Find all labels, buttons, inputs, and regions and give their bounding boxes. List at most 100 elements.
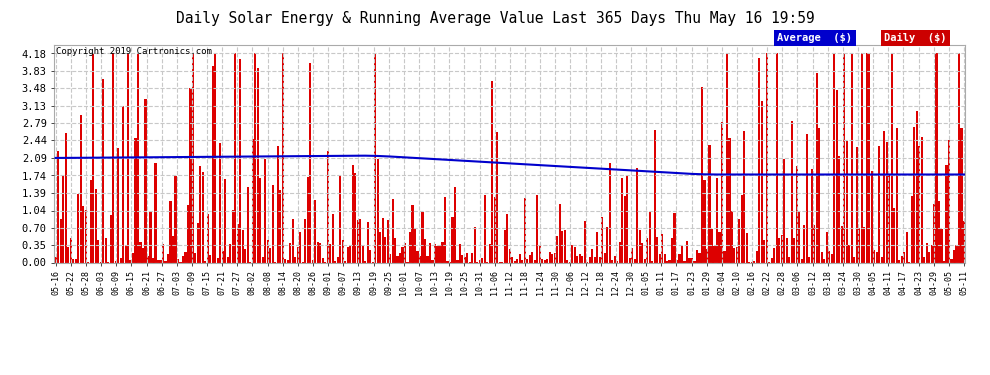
Bar [729,138,731,262]
Bar [437,246,439,262]
Bar [868,54,870,262]
Bar [953,250,955,262]
Bar [312,260,314,262]
Bar [412,206,414,262]
Bar [853,257,855,262]
Bar [342,240,344,262]
Bar [397,256,399,262]
Bar [164,261,166,262]
Bar [821,252,823,262]
Bar [297,246,299,262]
Bar [858,228,860,262]
Bar [427,256,429,262]
Bar [167,254,169,262]
Bar [663,254,665,262]
Bar [888,174,890,262]
Bar [841,226,842,262]
Bar [317,242,319,262]
Bar [806,134,808,262]
Bar [763,240,765,262]
Text: Copyright 2019 Cartronics.com: Copyright 2019 Cartronics.com [56,47,212,56]
Bar [786,238,788,262]
Bar [345,261,346,262]
Bar [172,236,174,262]
Bar [813,225,816,262]
Bar [459,244,461,262]
Bar [322,258,324,262]
Bar [222,251,224,262]
Bar [192,54,194,262]
Bar [788,257,790,262]
Bar [154,163,156,262]
Bar [678,254,680,262]
Bar [558,204,560,262]
Bar [142,248,145,262]
Bar [329,244,332,262]
Bar [604,253,606,262]
Bar [796,166,798,262]
Bar [734,248,736,262]
Bar [903,252,905,262]
Bar [130,260,132,262]
Bar [741,195,742,262]
Bar [824,259,826,262]
Bar [125,245,127,262]
Bar [369,250,371,262]
Bar [309,63,311,262]
Bar [157,260,159,262]
Bar [340,175,342,262]
Bar [839,156,841,262]
Bar [422,213,424,262]
Bar [254,54,256,262]
Bar [277,146,279,262]
Bar [860,54,862,262]
Bar [522,260,524,262]
Bar [514,261,516,262]
Bar [753,261,755,262]
Bar [159,260,161,262]
Bar [581,256,583,262]
Bar [147,256,149,262]
Bar [891,54,893,262]
Bar [621,178,623,262]
Bar [870,171,873,262]
Bar [112,54,114,262]
Bar [356,220,358,262]
Bar [215,54,217,262]
Bar [319,243,322,262]
Bar [639,230,641,262]
Bar [656,237,658,262]
Bar [57,152,59,262]
Bar [354,172,356,262]
Bar [140,242,142,262]
Bar [235,54,237,262]
Bar [127,54,129,262]
Bar [444,197,446,262]
Bar [681,246,683,262]
Bar [351,165,353,262]
Bar [484,195,486,262]
Bar [848,245,850,262]
Bar [936,54,938,262]
Bar [829,251,831,262]
Bar [736,247,738,262]
Bar [220,143,222,262]
Bar [374,54,376,262]
Bar [251,140,253,262]
Bar [432,260,434,262]
Bar [379,232,381,262]
Bar [264,159,266,262]
Bar [850,54,852,262]
Bar [504,230,506,262]
Bar [636,168,639,262]
Bar [419,256,421,262]
Bar [651,261,653,262]
Bar [704,180,706,262]
Bar [893,208,895,262]
Bar [282,54,284,262]
Bar [584,221,586,262]
Bar [489,244,491,262]
Bar [963,221,965,262]
Bar [855,147,857,262]
Bar [271,185,274,262]
